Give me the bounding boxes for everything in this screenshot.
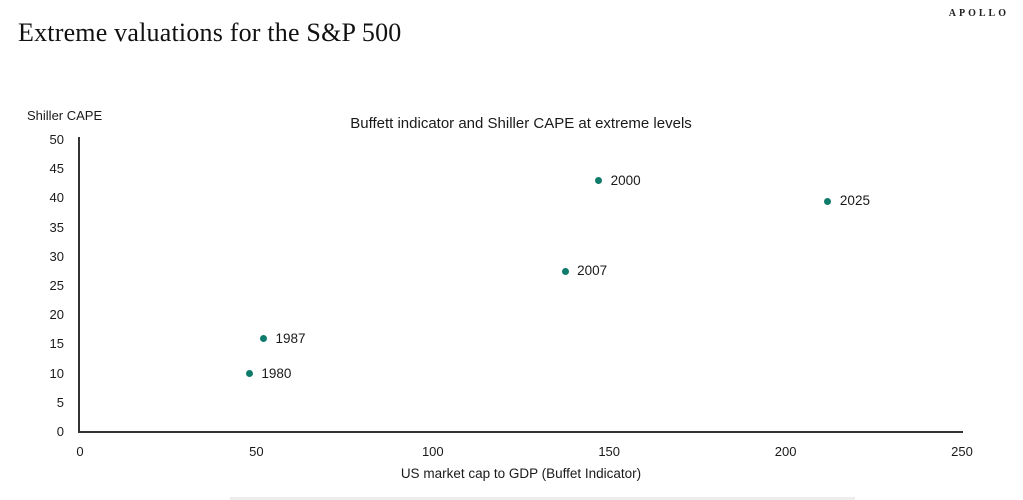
data-point — [561, 267, 569, 275]
data-point-label: 2007 — [577, 263, 608, 279]
x-tick-label: 150 — [598, 444, 621, 459]
data-point — [245, 370, 253, 378]
data-point-label: 1980 — [261, 365, 292, 381]
y-tick-label: 10 — [49, 365, 64, 381]
x-tick-label: 200 — [774, 444, 797, 459]
x-axis-label: US market cap to GDP (Buffet Indicator) — [400, 466, 642, 481]
y-tick-label: 50 — [49, 132, 64, 147]
y-tick-label: 15 — [49, 336, 64, 352]
x-axis-line — [78, 431, 963, 433]
data-point-label: 1987 — [275, 330, 306, 346]
cutoff-text-artifact — [230, 497, 855, 500]
data-point-label: 2000 — [610, 172, 641, 188]
y-tick-label: 35 — [49, 219, 64, 235]
y-tick-label: 25 — [49, 278, 64, 293]
y-tick-label: 45 — [49, 161, 64, 177]
y-tick-label: 20 — [49, 307, 64, 323]
brand-logo: APOLLO — [948, 8, 1009, 19]
data-point — [259, 335, 267, 343]
chart-title: Buffett indicator and Shiller CAPE at ex… — [350, 115, 692, 132]
y-tick-label: 30 — [49, 248, 64, 264]
x-tick-label: 50 — [249, 444, 264, 459]
x-tick-label: 0 — [76, 444, 84, 459]
data-point-label: 2025 — [839, 193, 870, 209]
data-point — [824, 197, 832, 205]
y-tick-label: 40 — [49, 190, 64, 206]
page-title: Extreme valuations for the S&P 500 — [18, 18, 402, 47]
y-axis-label: Shiller CAPE — [27, 108, 103, 123]
y-tick-label: 0 — [56, 424, 64, 439]
x-tick-label: 100 — [421, 444, 444, 459]
data-point — [595, 177, 603, 185]
y-tick-label: 5 — [56, 394, 64, 410]
x-tick-label: 250 — [951, 444, 973, 459]
y-axis-line — [78, 137, 80, 432]
